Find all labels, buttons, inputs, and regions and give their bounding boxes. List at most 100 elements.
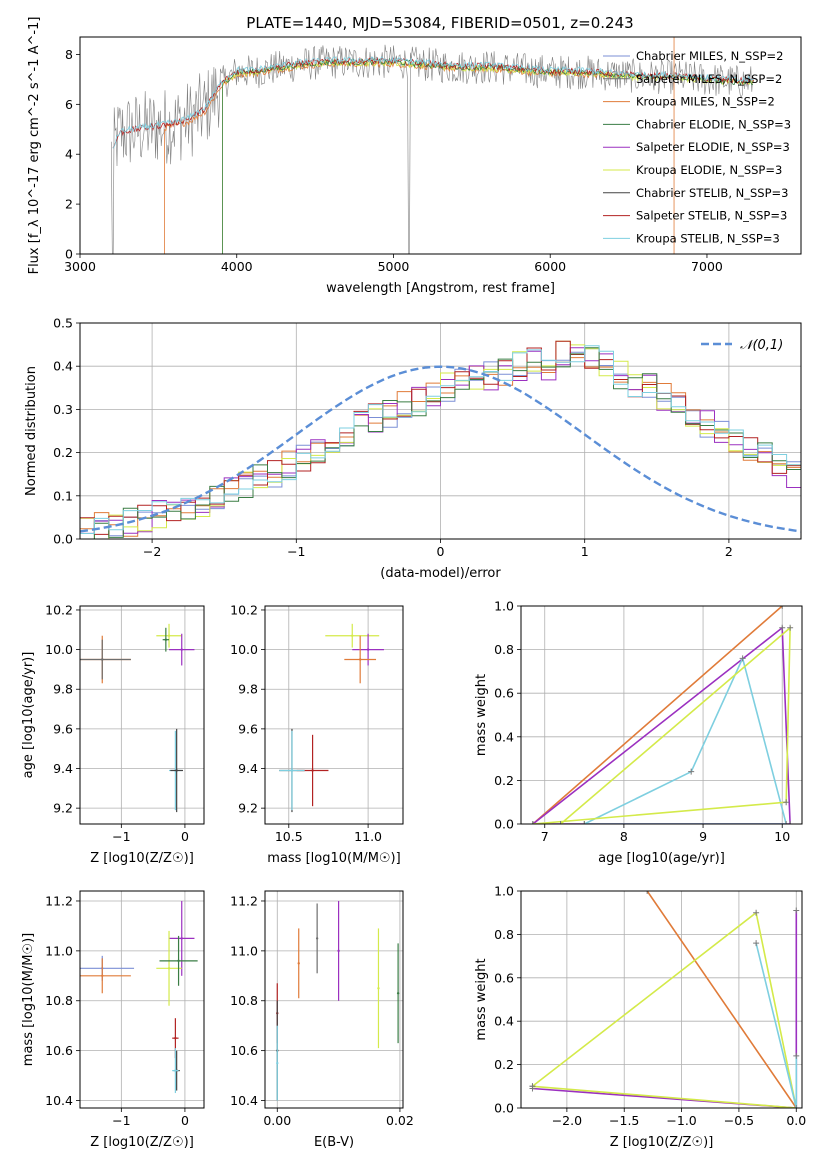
histogram-legend: 𝒩(0,1) [701, 338, 783, 353]
x-axis-label: age [log10(age/yr)] [598, 851, 725, 866]
axes-frame [520, 890, 803, 1109]
kroupa_elodie-model-line [222, 58, 754, 254]
kroupa_stelib-marker [783, 821, 790, 824]
salpeter_stelib-point [311, 769, 314, 772]
x-tick-label: 3000 [64, 259, 96, 274]
kroupa_elodie-marker [783, 799, 790, 806]
spectrum-panel: 3000 4000 5000 6000 7000 0 2 4 6 8 wavelength [Ang… [27, 17, 802, 296]
y-axis-label: mass weight [474, 958, 489, 1040]
y-tick-label: 0.4 [494, 1014, 514, 1029]
kroupa_elodie-marker [529, 1083, 536, 1090]
salpeter_miles-point [315, 937, 319, 940]
x-tick-label: 10.5 [275, 829, 303, 844]
x-tick-label: 0 [181, 1113, 189, 1128]
x-tick-label: 0.00 [263, 1113, 291, 1128]
kroupa_elodie-line [532, 911, 798, 1108]
x-axis-label: Z [log10(Z/Z☉)] [610, 1135, 714, 1150]
x-tick-label: −1 [287, 544, 305, 559]
figure-title: PLATE=1440, MJD=53084, FIBERID=0501, z=0… [246, 14, 633, 32]
y-tick-label: 10.8 [230, 993, 258, 1008]
x-tick-label: 5000 [378, 259, 410, 274]
spectrum-legend: Chabrier MILES, N_SSP=2 Salpeter MILES, N… [603, 49, 791, 245]
x-tick-label: 7000 [691, 259, 723, 274]
kroupa_miles-point [101, 974, 104, 978]
x-tick-label: −2.0 [552, 1113, 582, 1128]
y-tick-label: 0.8 [494, 642, 514, 657]
y-tick-label: 0.3 [53, 402, 73, 417]
y-tick-label: 1.0 [494, 884, 514, 899]
y-tick-label: 2 [65, 197, 73, 212]
kroupa_miles-line [646, 891, 797, 1108]
axes-frame [264, 890, 404, 1109]
y-tick-label: 0.2 [494, 773, 514, 788]
y-tick-label: 10.4 [45, 1093, 73, 1108]
salpeter_elodie-line [532, 626, 791, 824]
x-axis-label: wavelength [Angstrom, rest frame] [326, 281, 555, 296]
y-tick-label: 1.0 [494, 599, 514, 614]
residual_histogram-panel: −2 −1 0 1 2 0.0 0.1 0.2 0.3 0.4 0.5 (data-model)/er… [24, 316, 802, 581]
x-tick-label: 8 [620, 829, 628, 844]
x-tick-label: −2 [143, 544, 161, 559]
chabrier_elodie-model-line [222, 57, 754, 254]
kroupa_miles-marker [644, 891, 651, 894]
legend-label: Salpeter MILES, N_SSP=2 [636, 72, 782, 86]
x-tick-label: 6000 [534, 259, 566, 274]
axes-frame [264, 605, 404, 825]
x-tick-label: 0.0 [786, 1113, 806, 1128]
legend-label: Chabrier STELIB, N_SSP=3 [636, 186, 788, 200]
salpeter_elodie-marker [793, 907, 800, 914]
massweight_vs_Z-panel: −2.0 −1.5 −1.0 −0.5 0.0 0.0 0.2 0.4 0.6 0.8 1.0 Z [… [474, 884, 806, 1151]
kroupa_stelib-marker [739, 655, 746, 662]
chabrier_stelib-point [175, 769, 178, 772]
y-tick-label: 10.2 [45, 602, 73, 617]
kroupa_stelib-point [174, 1069, 177, 1072]
axes-frame [79, 605, 205, 825]
y-tick-label: 0 [65, 247, 73, 262]
y-tick-label: 9.2 [53, 801, 73, 816]
y-tick-label: 10.6 [230, 1043, 258, 1058]
age_vs_Z-panel: −1 0 9.2 9.4 9.6 9.8 10.0 10.2 Z [log10(Z/Z☉)] ag… [21, 602, 205, 866]
x-tick-label: 2 [725, 544, 733, 559]
salpeter_elodie-line [532, 910, 798, 1108]
axes-frame [520, 605, 803, 825]
salpeter_stelib-point [174, 1036, 177, 1040]
y-tick-label: 0.0 [494, 1101, 514, 1116]
salpeter_elodie-point [180, 937, 183, 940]
y-tick-label: 11.0 [45, 943, 73, 958]
plot-area [276, 900, 400, 1101]
legend-label: Kroupa MILES, N_SSP=2 [636, 95, 775, 109]
y-tick-label: 9.4 [238, 761, 258, 776]
x-axis-label: E(B-V) [314, 1135, 354, 1150]
kroupa_stelib-marker [688, 768, 695, 775]
legend-label: Kroupa ELODIE, N_SSP=3 [636, 163, 782, 177]
kroupa_stelib-line [755, 942, 798, 1108]
x-tick-label: −1.0 [666, 1113, 696, 1128]
x-tick-label: 7 [541, 829, 549, 844]
y-tick-label: 11.2 [45, 893, 73, 908]
salpeter_stelib-model-line [112, 56, 755, 149]
kroupa_stelib-point [290, 769, 294, 772]
y-tick-label: 0.2 [494, 1057, 514, 1072]
salpeter_miles-point [101, 658, 104, 661]
y-axis-label: Flux [f_λ 10^-17 erg cm^-2 s^-1 A^-1] [27, 17, 42, 275]
y-tick-label: 9.6 [53, 721, 73, 736]
kroupa_miles-point [358, 658, 362, 661]
y-tick-label: 9.8 [53, 682, 73, 697]
y-axis-label: mass [log10(M/M☉)] [21, 933, 36, 1066]
plot-area [80, 340, 801, 539]
x-tick-label: 0 [181, 829, 189, 844]
kroupa_miles-line [532, 606, 783, 824]
y-tick-label: 11.2 [230, 893, 258, 908]
kroupa_elodie-point [377, 987, 380, 990]
kroupa_stelib-marker [793, 1105, 800, 1108]
x-tick-label: −1 [112, 829, 130, 844]
y-tick-label: 0.0 [53, 532, 73, 547]
y-tick-label: 0.6 [494, 970, 514, 985]
kroupa_elodie-marker [753, 909, 760, 916]
y-axis-label: age [log10(age/yr)] [21, 652, 36, 779]
salpeter_elodie-point [180, 648, 183, 651]
y-tick-label: 8 [65, 47, 73, 62]
y-tick-label: 0.5 [53, 316, 73, 331]
